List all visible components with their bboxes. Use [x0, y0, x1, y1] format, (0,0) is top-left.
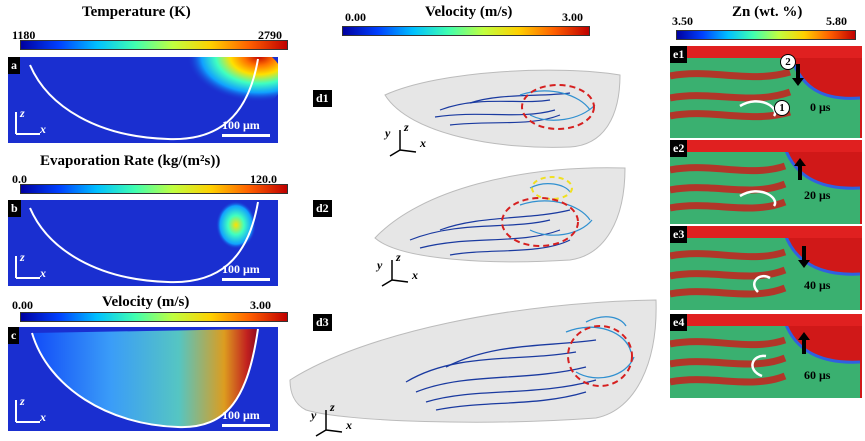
- axis-z-d2: z: [396, 250, 401, 264]
- time-e2: 20 μs: [804, 188, 831, 202]
- flow-pool-d3: [289, 299, 657, 423]
- velocity-middle-title: Velocity (m/s): [425, 4, 513, 20]
- zn-title: Zn (wt. %): [732, 4, 803, 20]
- zn-panel-e4: e4 60 μs: [670, 314, 862, 398]
- axis-x-a: x: [40, 122, 46, 136]
- axis-z-d1: z: [404, 120, 409, 134]
- axis-triad-a: [15, 112, 40, 135]
- evaporation-panel: b: [8, 200, 278, 286]
- panel-tag-e3: e3: [670, 226, 688, 243]
- scale-bar-b: [222, 278, 270, 281]
- axis-x-d2: x: [412, 268, 418, 282]
- axis-z-d3: z: [330, 400, 335, 414]
- marker-1: 1: [774, 100, 790, 116]
- axis-z-a: z: [20, 106, 25, 120]
- axis-y-d2: y: [377, 258, 383, 272]
- zn-max: 5.80: [826, 14, 847, 28]
- velocity-middle-min: 0.00: [345, 10, 366, 24]
- time-e4: 60 μs: [804, 368, 831, 382]
- time-e3: 40 μs: [804, 278, 831, 292]
- velocity-middle-colorbar: [342, 26, 590, 36]
- velocity-left-title: Velocity (m/s): [102, 294, 190, 310]
- panel-tag-e2: e2: [670, 140, 688, 157]
- axis-triad-b: [15, 256, 40, 279]
- zn-panel-e3: e3 40 μs: [670, 226, 862, 310]
- scale-label-c: 100 μm: [222, 408, 260, 422]
- axis-x-c: x: [40, 410, 46, 424]
- flow-pool-d1: [384, 69, 621, 148]
- evaporation-title: Evaporation Rate (kg/(m²s)): [40, 153, 221, 169]
- axis-triad-c: [15, 400, 40, 423]
- scale-label-a: 100 μm: [222, 118, 260, 132]
- panel-tag-d2: d2: [313, 200, 332, 217]
- panel-tag-e1: e1: [670, 46, 688, 63]
- evaporation-max: 120.0: [250, 172, 277, 186]
- panel-tag-b: b: [8, 200, 21, 217]
- velocity-melt-pool: [31, 328, 259, 429]
- temperature-title: Temperature (K): [82, 4, 191, 20]
- velocity-left-panel: c: [8, 327, 278, 431]
- zn-min: 3.50: [672, 14, 693, 28]
- time-e1: 0 μs: [810, 100, 831, 114]
- scale-bar-c: [222, 424, 270, 427]
- temperature-max: 2790: [258, 28, 282, 42]
- panel-tag-a: a: [8, 57, 20, 74]
- axis-x-d3: x: [346, 418, 352, 432]
- axis-x-d1: x: [420, 136, 426, 150]
- marker-2: 2: [780, 54, 796, 70]
- axis-triad-d1: [389, 130, 417, 157]
- zn-panel-e1: e1 2 1 0 μs: [670, 46, 862, 138]
- temperature-colorbar: [20, 40, 288, 50]
- axis-x-b: x: [40, 266, 46, 280]
- axis-y-d1: y: [385, 126, 391, 140]
- zn-colorbar: [676, 30, 856, 40]
- velocity-left-max: 3.00: [250, 298, 271, 312]
- axis-triad-d3: [315, 410, 343, 437]
- panel-tag-d1: d1: [313, 90, 332, 107]
- scale-label-b: 100 μm: [222, 262, 260, 276]
- evaporation-melt-pool: [29, 201, 259, 284]
- evaporation-min: 0.0: [12, 172, 27, 186]
- temperature-melt-pool: [29, 57, 278, 141]
- axis-z-c: z: [20, 394, 25, 408]
- zn-panel-e2: e2 20 μs: [670, 140, 862, 224]
- panel-tag-c: c: [8, 327, 20, 344]
- velocity-left-colorbar: [20, 312, 288, 322]
- axis-y-d3: y: [311, 408, 317, 422]
- velocity-left-min: 0.00: [12, 298, 33, 312]
- panel-tag-d3: d3: [313, 314, 332, 331]
- axis-triad-d2: [381, 260, 409, 287]
- temperature-min: 1180: [12, 28, 36, 42]
- velocity-middle-max: 3.00: [562, 10, 583, 24]
- panel-tag-e4: e4: [670, 314, 688, 331]
- temperature-panel: a: [8, 57, 278, 143]
- evaporation-colorbar: [20, 184, 288, 194]
- flow-pool-d2: [374, 167, 626, 263]
- axis-z-b: z: [20, 250, 25, 264]
- scale-bar-a: [222, 134, 270, 137]
